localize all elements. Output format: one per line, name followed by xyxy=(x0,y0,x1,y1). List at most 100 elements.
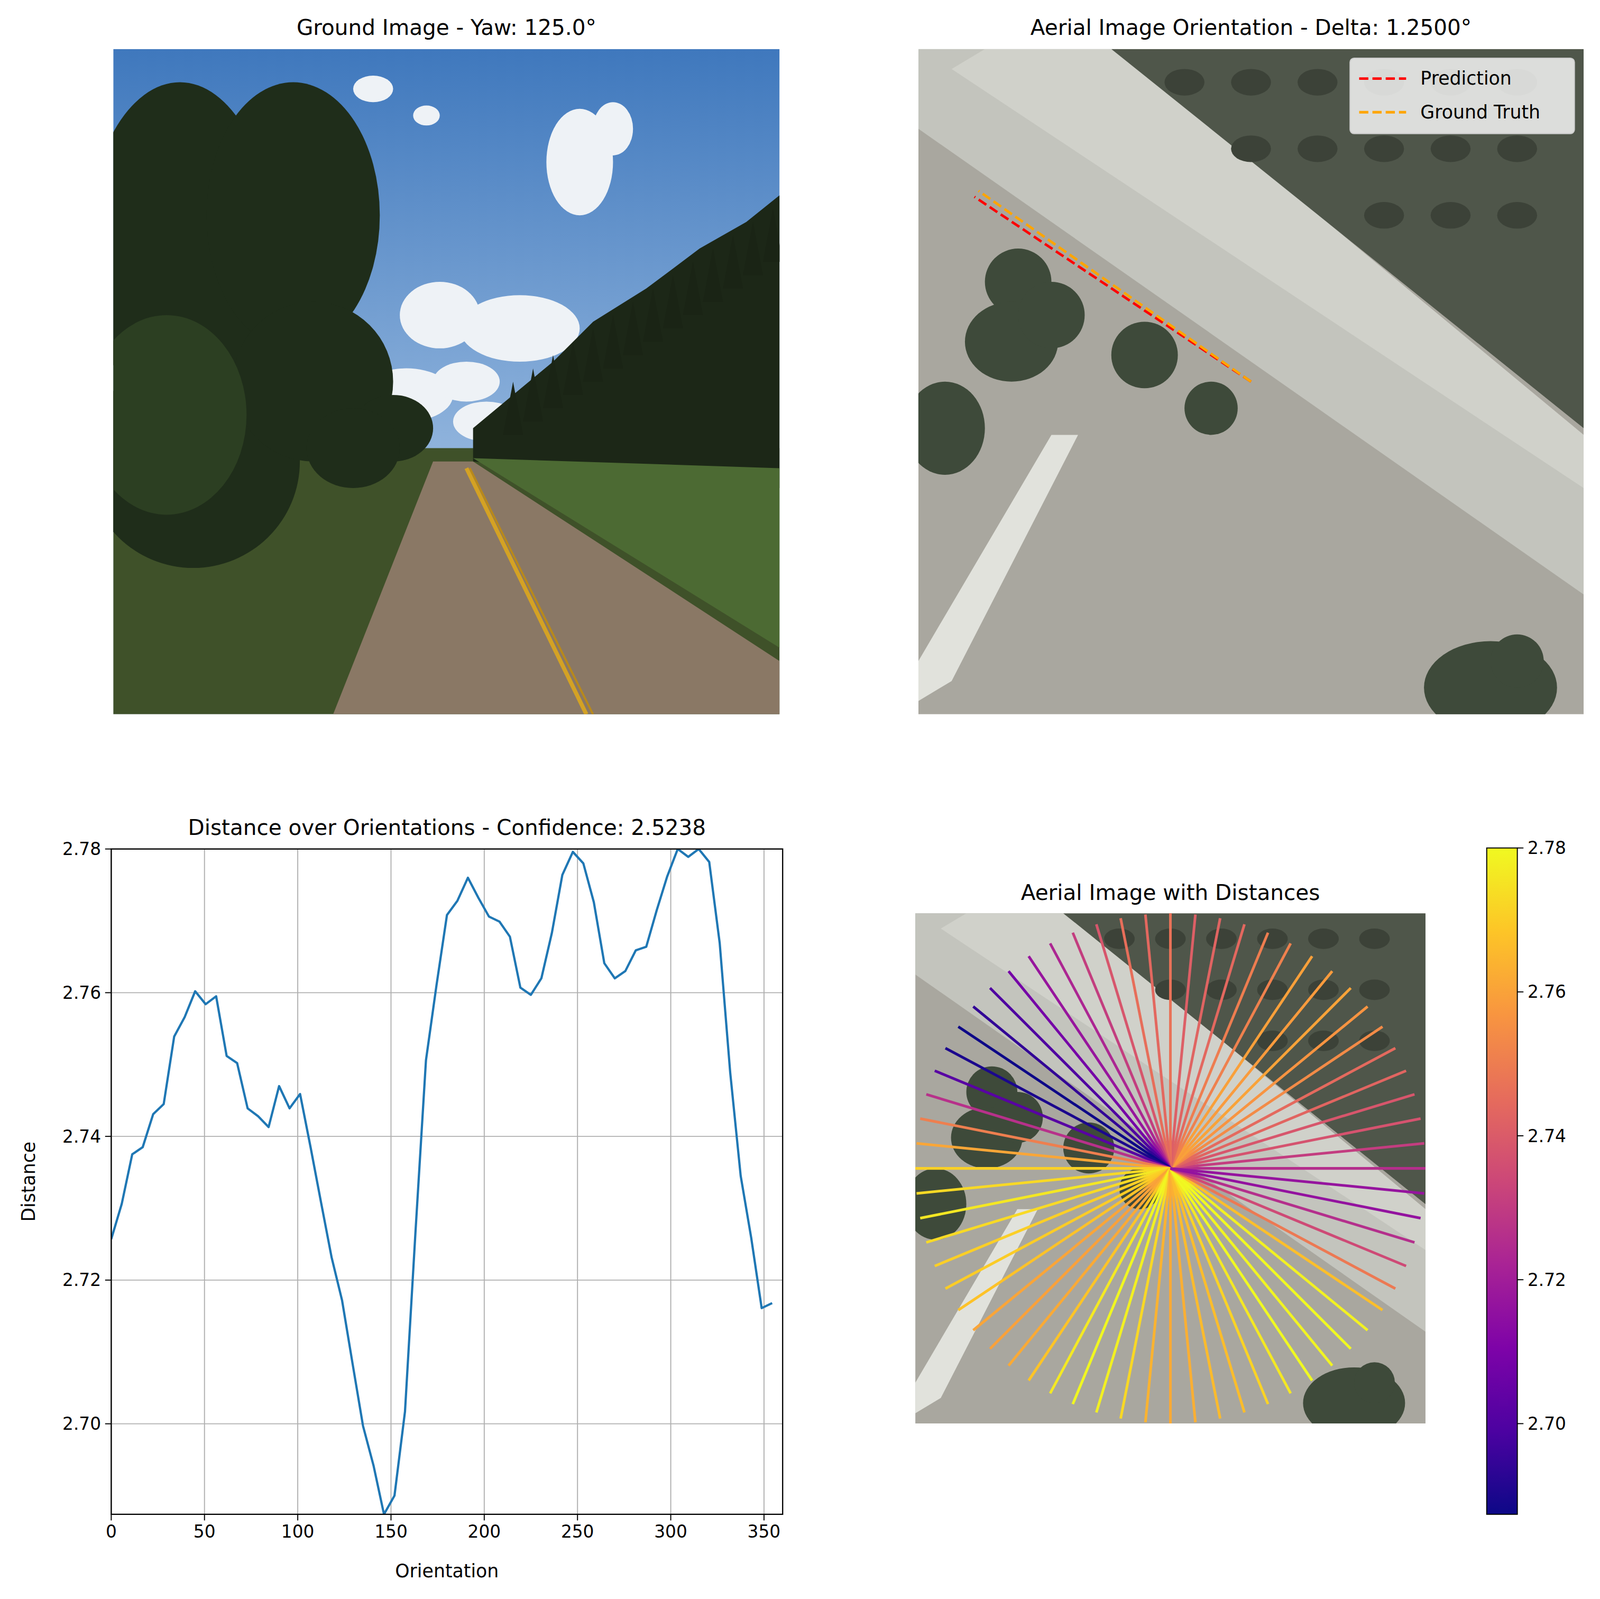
grid-line xyxy=(111,1135,783,1137)
tick xyxy=(105,1279,112,1281)
radial-line xyxy=(1170,932,1269,1169)
pine xyxy=(762,208,780,263)
pine xyxy=(722,235,743,289)
pine xyxy=(583,328,604,382)
radial-line xyxy=(1170,971,1333,1169)
cloud xyxy=(593,102,634,156)
radial-line xyxy=(1072,1168,1171,1405)
legend-label: Prediction xyxy=(1420,67,1512,89)
radial-line xyxy=(1120,1168,1171,1419)
grid-line xyxy=(111,1279,783,1281)
radial-line xyxy=(958,1168,1171,1311)
cloud xyxy=(353,75,394,103)
tick-label: 2.76 xyxy=(1527,981,1567,1002)
left-tree xyxy=(113,315,247,515)
legend-box xyxy=(1349,58,1575,134)
x-label: Orientation xyxy=(394,1560,499,1582)
tick-label: 200 xyxy=(467,1521,502,1542)
tick xyxy=(105,991,112,993)
radial-line xyxy=(1170,1168,1313,1381)
aerial-image xyxy=(915,913,1426,1424)
tree xyxy=(918,381,986,475)
grid-line xyxy=(111,1423,783,1425)
forest-texture xyxy=(1230,135,1271,162)
legend-label: Ground Truth xyxy=(1420,101,1541,123)
tick-label: 2.78 xyxy=(62,839,101,860)
forest-texture xyxy=(1230,68,1271,96)
radial-line xyxy=(1170,1168,1368,1331)
forest-texture xyxy=(1430,135,1471,162)
axes-frame xyxy=(111,849,783,1515)
figure: Ground Image - Yaw: 125.0°Aerial Image O… xyxy=(0,0,1600,1599)
radial-line xyxy=(973,1006,1171,1169)
pine xyxy=(742,222,763,276)
tick xyxy=(105,1423,112,1425)
tick-label: 2.70 xyxy=(1527,1413,1567,1434)
radial-line xyxy=(1169,913,1172,1169)
orientation-line xyxy=(974,196,1252,382)
radial-line xyxy=(1170,1168,1425,1194)
forest-texture xyxy=(1297,68,1338,96)
radial-line xyxy=(1008,1168,1171,1366)
field xyxy=(915,913,1426,1424)
tick-label: 2.76 xyxy=(62,982,101,1004)
tick xyxy=(670,1514,672,1521)
pine xyxy=(642,288,664,343)
radial-line xyxy=(1145,1168,1171,1423)
pine xyxy=(543,354,564,409)
radial-line xyxy=(920,1118,1171,1169)
grid-line xyxy=(111,991,783,993)
tick-label: 350 xyxy=(747,1521,781,1542)
legend: Prediction Ground Truth xyxy=(1349,58,1575,134)
tick xyxy=(1517,991,1524,993)
tick xyxy=(1517,1422,1524,1424)
tick xyxy=(204,1514,206,1521)
tick xyxy=(105,1135,112,1137)
radial-line xyxy=(934,1070,1171,1169)
forest-texture xyxy=(1359,928,1391,950)
orientation-line xyxy=(978,190,1252,382)
tree xyxy=(1184,381,1238,436)
radial-line xyxy=(1170,1006,1368,1169)
grid-line xyxy=(763,849,765,1515)
radial-line xyxy=(1170,914,1196,1169)
tree xyxy=(1490,634,1544,688)
tick xyxy=(110,1514,112,1521)
right-trees xyxy=(473,195,780,489)
forest-texture xyxy=(1206,928,1237,950)
grid xyxy=(111,849,783,1515)
grid-line xyxy=(576,849,578,1515)
cloud xyxy=(433,361,500,402)
colorbar xyxy=(1486,848,1518,1515)
tick xyxy=(1517,1135,1524,1137)
title: Aerial Image Orientation - Delta: 1.2500… xyxy=(1030,14,1472,41)
radial-line xyxy=(973,1168,1171,1331)
tick xyxy=(1517,847,1524,849)
tick-label: 2.74 xyxy=(1527,1126,1567,1147)
tree xyxy=(915,1168,967,1240)
legend-swatch xyxy=(1359,77,1407,80)
grid-line xyxy=(204,849,206,1515)
tick-label: 50 xyxy=(193,1521,216,1542)
radial-line xyxy=(1170,1047,1396,1169)
grid-line xyxy=(390,849,392,1515)
pine xyxy=(603,315,624,369)
tree xyxy=(1018,281,1085,349)
tick xyxy=(483,1514,485,1521)
road-surface xyxy=(951,49,1584,489)
pine xyxy=(622,301,643,356)
radial-line xyxy=(1170,1168,1421,1219)
forest-texture xyxy=(1364,201,1404,229)
pine xyxy=(522,368,544,422)
grid-line xyxy=(670,849,672,1515)
field xyxy=(918,49,1584,715)
forest-texture xyxy=(1164,68,1204,96)
tick xyxy=(1517,1279,1524,1281)
y-label: Distance xyxy=(17,1141,40,1222)
tick-label: 2.70 xyxy=(62,1413,101,1434)
forest-texture xyxy=(1359,1030,1391,1052)
left-tree xyxy=(306,408,400,489)
radial-line xyxy=(1050,943,1171,1169)
forest-texture xyxy=(1497,201,1538,229)
road-line xyxy=(469,467,593,715)
